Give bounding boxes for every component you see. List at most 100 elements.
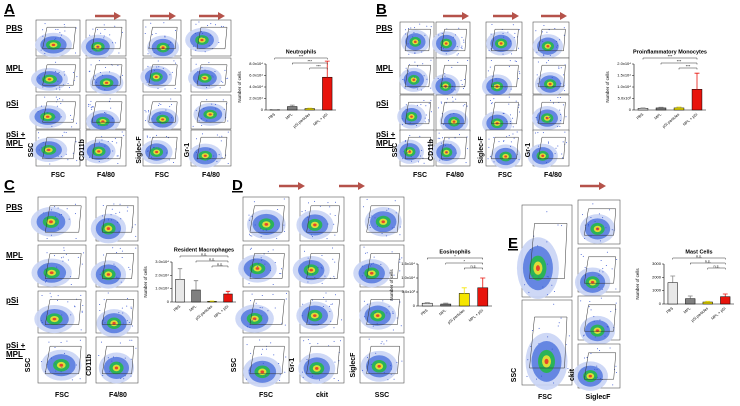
event-dot [55, 37, 57, 39]
flow-plot [30, 196, 87, 242]
event-dot [90, 51, 92, 53]
event-dot [444, 73, 446, 75]
event-dot [55, 223, 57, 225]
event-dot [536, 74, 538, 76]
event-dot [333, 275, 335, 277]
bar [685, 298, 696, 305]
event-dot [48, 46, 50, 48]
significance-label: n.s. [217, 263, 223, 267]
gate [404, 64, 431, 88]
cell-density [541, 154, 545, 157]
event-dot [332, 258, 334, 260]
event-dot [222, 81, 224, 83]
event-dot [160, 76, 162, 78]
event-dot [374, 217, 376, 219]
event-dot [430, 59, 432, 61]
event-dot [371, 215, 373, 217]
event-dot [337, 380, 339, 382]
event-dot [368, 224, 370, 226]
flow-plot [298, 336, 345, 384]
event-dot [301, 371, 303, 373]
cell-density [47, 148, 51, 152]
event-dot [490, 60, 492, 62]
event-dot [75, 27, 77, 29]
event-dot [401, 257, 403, 259]
event-dot [170, 98, 172, 100]
event-dot [101, 215, 103, 217]
event-dot [144, 33, 146, 35]
event-dot [77, 256, 79, 258]
event-dot [65, 131, 67, 133]
event-dot [410, 27, 412, 29]
event-dot [112, 42, 114, 44]
event-dot [386, 209, 388, 211]
event-dot [445, 87, 447, 89]
event-dot [488, 138, 490, 140]
event-dot [388, 306, 390, 308]
event-dot [307, 339, 309, 341]
event-dot [423, 75, 425, 77]
bar [322, 76, 333, 111]
event-dot [439, 137, 441, 139]
event-dot [166, 152, 168, 154]
event-dot [98, 355, 100, 357]
event-dot [416, 88, 418, 90]
event-dot [144, 110, 146, 112]
event-dot [508, 134, 510, 136]
event-dot [562, 141, 564, 143]
bar [175, 279, 185, 303]
cell-density [104, 81, 109, 84]
event-dot [369, 217, 371, 219]
event-dot [120, 281, 122, 283]
event-dot [251, 235, 253, 237]
event-dot [584, 376, 586, 378]
event-dot [546, 31, 548, 33]
flow-plot [81, 19, 127, 59]
cell-density [495, 85, 499, 88]
bar [477, 287, 489, 307]
event-dot [492, 84, 494, 86]
event-dot [278, 363, 280, 365]
event-dot [151, 156, 153, 158]
event-dot [227, 162, 229, 164]
event-dot [594, 221, 596, 223]
cell-density [161, 46, 165, 49]
event-dot [596, 348, 598, 350]
flow-plot [296, 196, 345, 242]
event-dot [55, 70, 57, 72]
event-dot [63, 71, 65, 73]
y-tick-label: 2.0x10⁴ [617, 61, 631, 66]
event-dot [512, 126, 514, 128]
event-dot [392, 313, 394, 315]
event-dot [593, 316, 595, 318]
cell-density [412, 78, 416, 81]
event-dot [119, 211, 121, 213]
event-dot [249, 235, 251, 237]
event-dot [518, 104, 520, 106]
y-axis-label: Gr-1 [289, 358, 296, 373]
event-dot [510, 141, 512, 143]
cell-density [546, 45, 550, 48]
event-dot [512, 117, 514, 119]
event-dot [309, 229, 311, 231]
event-dot [276, 237, 278, 239]
flow-plot [359, 336, 405, 384]
event-dot [402, 78, 404, 80]
event-dot [372, 262, 374, 264]
event-dot [147, 150, 149, 152]
flow-plot [242, 336, 290, 388]
event-dot [64, 352, 66, 354]
event-dot [65, 253, 67, 255]
significance-bracket [274, 57, 328, 60]
gate [91, 64, 123, 86]
event-dot [126, 210, 128, 212]
gate [91, 101, 123, 123]
event-dot [90, 107, 92, 109]
event-dot [563, 90, 565, 92]
event-dot [546, 263, 548, 265]
event-dot [535, 116, 537, 118]
event-dot [115, 213, 117, 215]
gate [538, 101, 566, 125]
event-dot [214, 103, 216, 105]
event-dot [361, 265, 363, 267]
